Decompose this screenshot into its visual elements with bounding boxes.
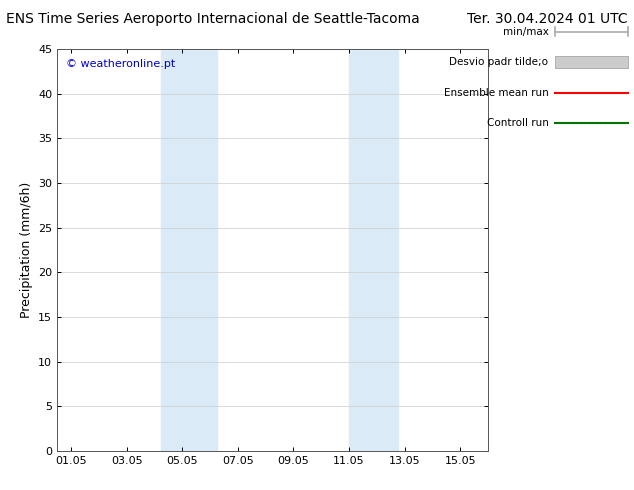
Text: Controll run: Controll run bbox=[486, 118, 548, 128]
Text: © weatheronline.pt: © weatheronline.pt bbox=[66, 59, 175, 69]
Text: ENS Time Series Aeroporto Internacional de Seattle-Tacoma: ENS Time Series Aeroporto Internacional … bbox=[6, 12, 420, 26]
Bar bbox=[349, 49, 398, 451]
Text: Ensemble mean run: Ensemble mean run bbox=[444, 88, 548, 98]
Text: Desvio padr tilde;o: Desvio padr tilde;o bbox=[450, 57, 548, 67]
Text: min/max: min/max bbox=[503, 27, 548, 37]
Text: Ter. 30.04.2024 01 UTC: Ter. 30.04.2024 01 UTC bbox=[467, 12, 628, 26]
Y-axis label: Precipitation (mm/6h): Precipitation (mm/6h) bbox=[20, 182, 32, 318]
Bar bbox=[162, 49, 217, 451]
